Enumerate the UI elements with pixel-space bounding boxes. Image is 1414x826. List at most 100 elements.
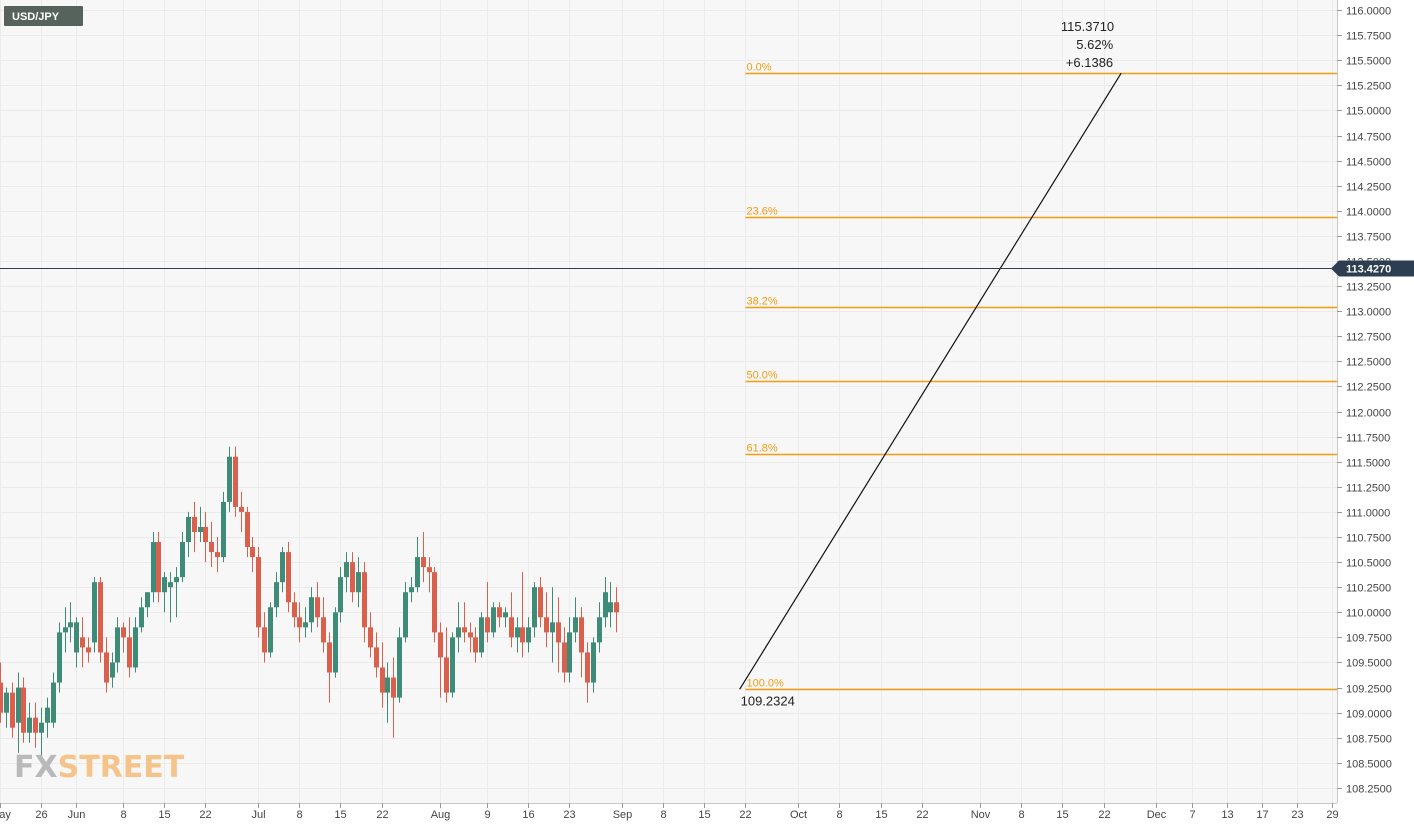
candle-body — [315, 597, 320, 618]
annotation-change: +6.1386 — [1066, 55, 1113, 70]
x-tick-label: Oct — [790, 809, 807, 821]
candle-body — [86, 647, 91, 653]
candle-body — [74, 622, 79, 653]
x-tick-label: Sep — [613, 809, 633, 821]
candle-body — [156, 542, 161, 593]
y-tick-label: 114.0000 — [1346, 207, 1391, 219]
y-tick-label: 108.5000 — [1346, 759, 1392, 771]
candle-body — [585, 652, 590, 683]
candle-body — [438, 632, 443, 658]
x-tick-label: 22 — [376, 809, 388, 821]
candle-body — [192, 516, 197, 532]
candle-body — [532, 587, 537, 628]
candle-body — [485, 617, 490, 633]
y-tick-label: 114.2500 — [1346, 182, 1391, 194]
x-tick-label: 17 — [1256, 809, 1268, 821]
candle-body — [556, 622, 561, 643]
candle-body — [227, 456, 232, 502]
svg-text:FXSTREET: FXSTREET — [14, 750, 185, 785]
candle-body — [98, 582, 103, 653]
candle-body — [579, 617, 584, 653]
candle-body — [63, 627, 68, 633]
candle-body — [491, 607, 496, 633]
candle-body — [608, 602, 613, 613]
trend-line[interactable] — [739, 72, 1122, 690]
candle-body — [444, 657, 449, 693]
candle-body — [57, 632, 62, 683]
candle-body — [80, 637, 85, 648]
candle-body — [415, 557, 420, 588]
candle-body — [385, 677, 390, 693]
symbol-badge[interactable]: USD/JPY — [4, 6, 83, 26]
candle-body — [562, 642, 567, 673]
candle-body — [45, 707, 50, 723]
x-tick-label: 8 — [296, 809, 302, 821]
candle-body — [268, 607, 273, 653]
candle-body — [409, 587, 414, 593]
y-tick-label: 115.7500 — [1346, 31, 1391, 43]
candle-body — [497, 607, 502, 618]
x-tick-label: 8 — [660, 809, 666, 821]
candle-body — [520, 627, 525, 643]
candle-body — [509, 617, 514, 638]
candle-body — [292, 602, 297, 618]
candle-body — [321, 617, 326, 643]
annotation-percent: 5.62% — [1076, 37, 1113, 52]
candle-body — [209, 542, 214, 553]
y-tick-label: 113.0000 — [1346, 307, 1391, 319]
candle-body — [280, 552, 285, 583]
candle-body — [104, 652, 109, 683]
candle-body — [403, 592, 408, 638]
candle-body — [614, 602, 619, 613]
candle-body — [92, 582, 97, 643]
x-tick-label: 22 — [916, 809, 928, 821]
candle-body — [127, 637, 132, 668]
candle-body — [286, 552, 291, 603]
candle-body — [180, 542, 185, 578]
fib-label: 61.8% — [746, 443, 777, 455]
time-axis[interactable]: May 26 Jun 8 15 22 Jul 8 15 22 Aug 9 16 23 Sep 8 15 22 Oct… — [0, 803, 1339, 821]
candle-body — [115, 627, 120, 663]
y-tick-label: 108.2500 — [1346, 784, 1392, 796]
y-tick-label: 111.0000 — [1346, 508, 1390, 520]
candle-body — [4, 692, 9, 713]
candle-body — [303, 622, 308, 628]
candle-body — [368, 627, 373, 648]
x-tick-label: 7 — [1189, 809, 1195, 821]
price-axis[interactable]: 116.0000 115.7500 115.5000 115.2500 115.0000… — [1331, 6, 1414, 796]
x-tick-label: 23 — [563, 809, 575, 821]
y-tick-label: 115.2500 — [1346, 81, 1391, 93]
candle-body — [133, 627, 138, 668]
x-tick-label: 22 — [739, 809, 751, 821]
candle-body — [239, 506, 244, 512]
candle-body — [151, 542, 156, 593]
candle-body — [362, 572, 367, 628]
x-tick-label: 15 — [698, 809, 710, 821]
x-tick-label: 22 — [1098, 809, 1110, 821]
candle-body — [33, 717, 38, 733]
y-tick-label: 110.5000 — [1346, 558, 1391, 570]
logo-street: STREET — [58, 750, 185, 785]
overlay-layer: 115.3710 5.62% +6.1386 109.2324 — [0, 19, 1337, 708]
candle-body — [515, 627, 520, 638]
x-tick-label: Jul — [251, 809, 265, 821]
fib-label: 0.0% — [746, 62, 771, 74]
fxstreet-logo: FXSTREET — [14, 750, 185, 785]
candle-body — [427, 567, 432, 573]
candle-body — [327, 642, 332, 673]
candle-body — [432, 572, 437, 633]
y-tick-label: 108.7500 — [1346, 734, 1392, 746]
y-tick-label: 113.2500 — [1346, 282, 1391, 294]
candle-body — [456, 627, 461, 638]
candle-body — [597, 617, 602, 643]
candle-body — [397, 637, 402, 698]
current-price-tag[interactable] — [1331, 260, 1414, 277]
candle-body — [203, 526, 208, 543]
symbol-label: USD/JPY — [12, 11, 60, 23]
fib-label: 50.0% — [746, 370, 777, 382]
y-tick-label: 111.5000 — [1346, 458, 1390, 470]
x-tick-label: May — [0, 809, 11, 821]
fib-retracement[interactable]: 0.0% 23.6% 38.2% 50.0% 61.8% 100.0% — [745, 62, 1337, 691]
